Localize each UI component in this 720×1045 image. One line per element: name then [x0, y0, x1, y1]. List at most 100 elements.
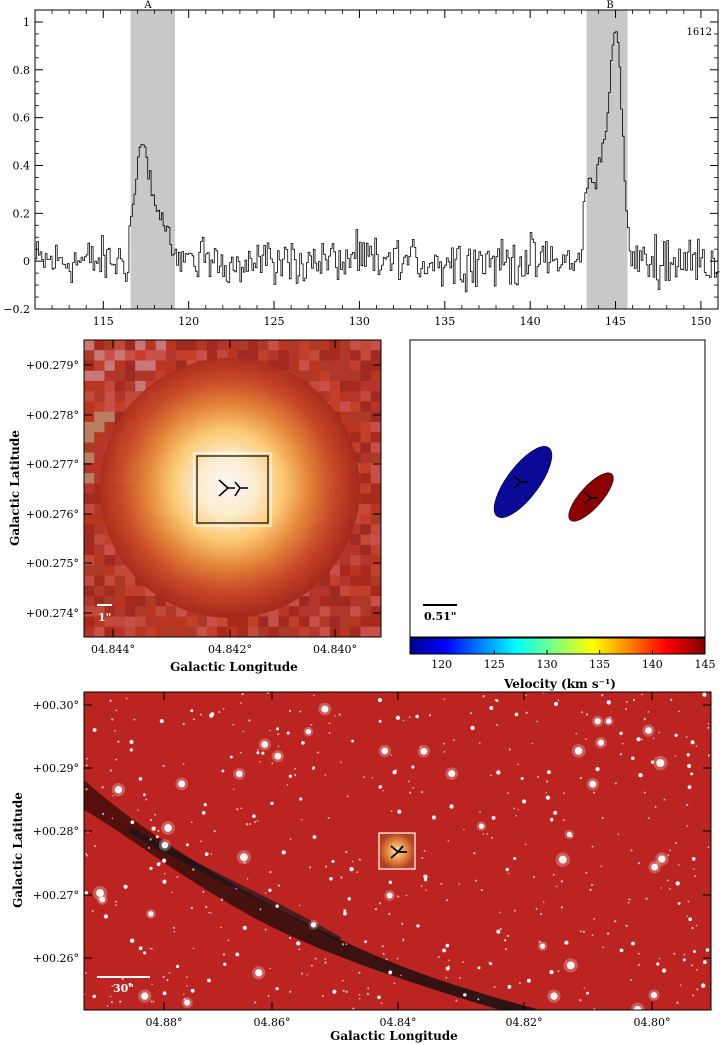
star: [242, 730, 245, 733]
star: [647, 817, 650, 820]
image-pixel: [309, 606, 321, 618]
image-pixel: [370, 626, 381, 637]
star: [563, 792, 566, 795]
image-pixel: [165, 616, 177, 628]
star: [235, 952, 240, 957]
image-pixel: [350, 432, 362, 443]
spot-map-background: [409, 339, 706, 638]
image-pixel: [94, 514, 105, 525]
image-pixel: [124, 350, 136, 361]
star: [386, 892, 393, 899]
spectrum-x-tick-label: 145: [605, 315, 626, 328]
image-pixel: [319, 626, 331, 637]
image-pixel: [309, 340, 321, 351]
star: [415, 714, 419, 719]
star: [674, 842, 677, 845]
image-pixel: [278, 360, 290, 372]
star: [585, 738, 587, 741]
star: [379, 902, 382, 905]
image-pixel: [227, 340, 239, 351]
wide-scale-label: 30": [113, 982, 134, 995]
image-pixel: [84, 483, 95, 495]
star: [183, 998, 186, 1001]
star: [537, 775, 540, 778]
star: [277, 745, 280, 747]
image-pixel: [84, 370, 95, 382]
star: [117, 740, 120, 743]
star: [591, 883, 594, 887]
star: [249, 823, 252, 825]
star: [300, 818, 303, 821]
image-pixel: [114, 391, 126, 402]
star: [374, 907, 378, 911]
image-pixel: [84, 432, 95, 443]
star: [423, 849, 426, 852]
star: [115, 758, 118, 761]
star: [491, 836, 493, 839]
star: [400, 974, 402, 977]
spectrum-y-tick-label: 0.6: [13, 112, 31, 125]
star: [213, 829, 216, 833]
image-pixel: [135, 370, 146, 382]
image-pixel: [94, 575, 105, 587]
star: [176, 876, 179, 878]
star: [489, 962, 493, 966]
star: [331, 859, 335, 863]
star: [317, 751, 320, 754]
star: [114, 900, 117, 903]
colorbar-tick-label: 145: [695, 658, 716, 671]
star: [396, 957, 399, 960]
image-pixel: [268, 606, 280, 618]
image-pixel: [268, 616, 280, 628]
star: [570, 835, 573, 838]
star: [143, 951, 147, 955]
star: [168, 971, 171, 974]
image-pixel: [94, 380, 105, 392]
star: [111, 985, 114, 988]
star: [504, 939, 507, 942]
image-pixel: [94, 606, 105, 618]
image-pixel: [350, 411, 362, 423]
star: [654, 805, 657, 808]
star: [129, 739, 134, 745]
image-pixel: [94, 452, 105, 464]
star: [652, 737, 655, 740]
image-pixel: [278, 340, 290, 351]
wide-y-label: Galactic Latitude: [11, 792, 25, 908]
star: [445, 976, 448, 979]
star: [619, 731, 623, 736]
star: [246, 877, 249, 880]
image-pixel: [360, 401, 372, 413]
image-pixel: [186, 626, 198, 637]
star: [447, 965, 450, 967]
image-pixel: [227, 626, 239, 637]
image-pixel: [350, 616, 362, 628]
image-pixel: [94, 473, 105, 484]
star: [638, 773, 643, 778]
star: [619, 753, 623, 756]
image-pixel: [94, 524, 105, 536]
star: [517, 808, 519, 811]
image-pixel: [104, 360, 116, 372]
star: [321, 994, 324, 997]
image-pixel: [258, 350, 269, 361]
star: [625, 708, 628, 710]
star: [103, 914, 109, 919]
image-pixel: [268, 626, 280, 637]
star: [281, 850, 286, 855]
image-pixel: [165, 626, 177, 637]
star: [162, 879, 167, 884]
wide-maser-marker-icon: [390, 845, 407, 859]
star: [338, 713, 341, 716]
image-pixel: [360, 503, 372, 515]
star: [690, 740, 695, 745]
image-pixel: [370, 391, 381, 402]
star: [208, 911, 210, 914]
image-pixel: [104, 391, 116, 402]
image-pixel: [94, 626, 105, 637]
image-pixel: [104, 565, 116, 577]
star: [314, 957, 317, 960]
star: [192, 868, 195, 871]
image-pixel: [360, 585, 372, 597]
star: [705, 948, 710, 952]
